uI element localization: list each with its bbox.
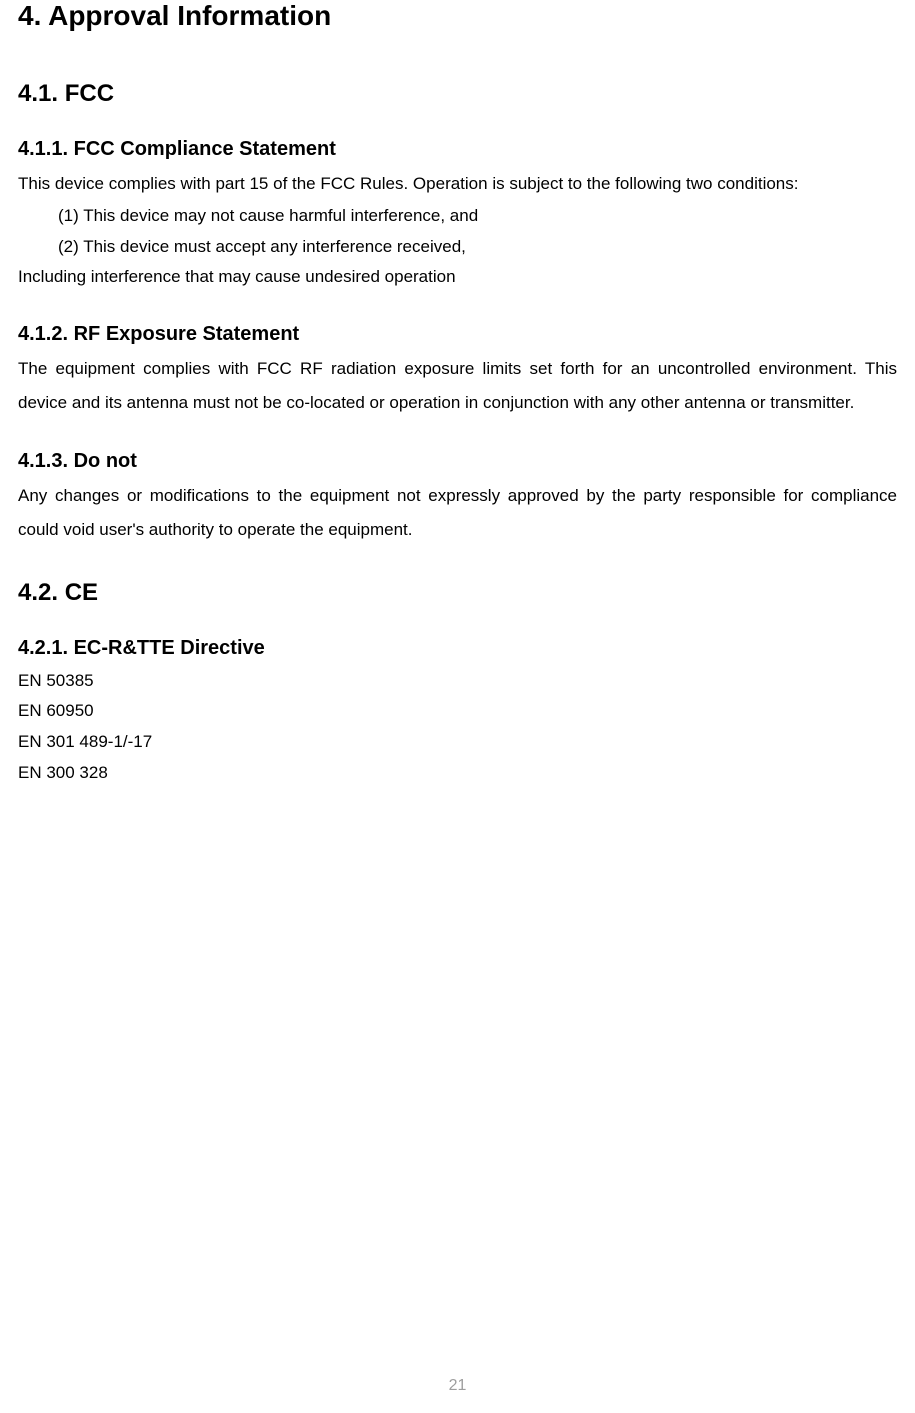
standard-item: EN 50385 (18, 666, 897, 697)
section-41-heading: 4.1. FCC (18, 80, 897, 108)
section-421-heading: 4.2.1. EC-R&TTE Directive (18, 637, 897, 660)
page-number: 21 (449, 1377, 467, 1395)
section-411-closing: Including interference that may cause un… (18, 262, 897, 293)
section-42-heading: 4.2. CE (18, 579, 897, 607)
standard-item: EN 301 489-1/-17 (18, 727, 897, 758)
section-411-heading: 4.1.1. FCC Compliance Statement (18, 138, 897, 161)
section-411-item2: (2) This device must accept any interfer… (18, 232, 897, 263)
section-412-heading: 4.1.2. RF Exposure Statement (18, 323, 897, 346)
section-413-text: Any changes or modifications to the equi… (18, 479, 897, 547)
section-411-intro: This device complies with part 15 of the… (18, 167, 897, 201)
main-heading: 4. Approval Information (18, 0, 897, 32)
standard-item: EN 60950 (18, 696, 897, 727)
section-411-item1: (1) This device may not cause harmful in… (18, 201, 897, 232)
section-412-text: The equipment complies with FCC RF radia… (18, 352, 897, 420)
standard-item: EN 300 328 (18, 758, 897, 789)
section-413-heading: 4.1.3. Do not (18, 450, 897, 473)
